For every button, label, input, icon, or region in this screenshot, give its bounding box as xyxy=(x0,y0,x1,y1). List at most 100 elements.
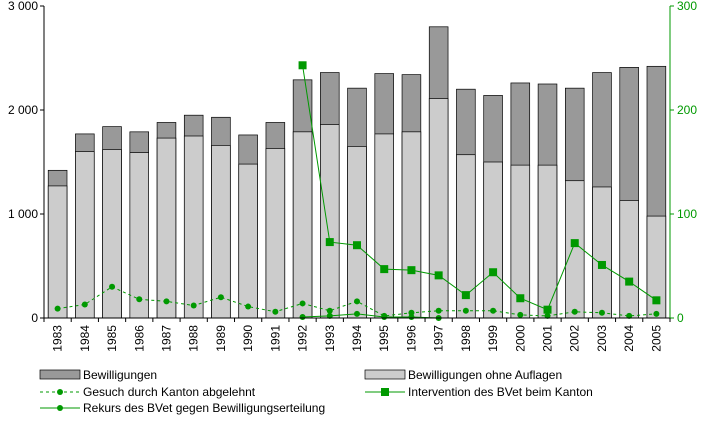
legend-item-3: Intervention des BVet beim Kanton xyxy=(365,385,593,399)
x-tick-label-1993: 1993 xyxy=(323,325,337,352)
bar-ohne-auflagen-1989 xyxy=(211,145,231,319)
right-tick-label: 200 xyxy=(677,103,697,117)
left-tick-label: 0 xyxy=(31,311,38,325)
point-circle-0-1993 xyxy=(326,307,333,314)
bar-ohne-auflagen-1987 xyxy=(156,137,177,319)
legend-label: Bewilligungen ohne Auflagen xyxy=(408,368,562,382)
x-tick-label-1986: 1986 xyxy=(132,325,146,352)
point-square-2001 xyxy=(543,305,552,314)
right-tick-label: 0 xyxy=(677,311,684,325)
legend-marker xyxy=(381,388,389,396)
point-circle-0-1985 xyxy=(109,283,116,290)
point-circle-0-1983 xyxy=(54,305,61,312)
point-square-2000 xyxy=(516,294,525,303)
series-line-0 xyxy=(57,286,657,317)
bar-ohne-auflagen-1993 xyxy=(320,124,340,319)
legend-item-0: Bewilligungen xyxy=(39,368,157,382)
point-square-2004 xyxy=(625,277,634,286)
bar-ohne-auflagen-1986 xyxy=(129,152,149,319)
point-circle-0-1987 xyxy=(163,298,170,305)
series-lines xyxy=(54,61,661,321)
bar-ohne-auflagen-1984 xyxy=(75,151,95,319)
point-circle-0-1989 xyxy=(217,294,224,301)
x-tick-label-1994: 1994 xyxy=(350,325,364,352)
legend-swatch xyxy=(364,369,406,380)
point-square-1999 xyxy=(489,268,498,277)
point-square-1995 xyxy=(380,265,389,274)
point-circle-0-1998 xyxy=(462,307,469,314)
point-circle-0-2005 xyxy=(653,310,660,317)
x-tick-label-2005: 2005 xyxy=(649,325,663,352)
series-line-2 xyxy=(302,313,439,319)
bar-ohne-auflagen-1983 xyxy=(47,185,68,319)
x-tick-label-1992: 1992 xyxy=(296,325,310,352)
x-tick-label-2003: 2003 xyxy=(595,325,609,352)
point-circle-2-1995 xyxy=(381,313,388,320)
point-circle-2-1994 xyxy=(354,310,360,317)
bar-ohne-auflagen-2003 xyxy=(592,186,612,319)
point-circle-0-2001 xyxy=(544,312,551,319)
point-circle-0-1986 xyxy=(136,296,143,303)
x-tick-label-1985: 1985 xyxy=(105,325,119,352)
x-tick-label-2004: 2004 xyxy=(622,325,636,352)
bar-ohne-auflagen-1992 xyxy=(292,131,313,319)
legend-marker xyxy=(57,389,63,395)
point-square-1996 xyxy=(407,266,416,275)
x-tick-label-2001: 2001 xyxy=(541,325,555,352)
legend-item-4: Rekurs des BVet gegen Bewilligungserteil… xyxy=(40,401,325,415)
bar-ohne-auflagen-1999 xyxy=(483,161,503,319)
x-tick-label-2002: 2002 xyxy=(568,325,582,352)
left-tick-label: 2 000 xyxy=(8,103,38,117)
point-square-1994 xyxy=(353,241,361,250)
point-square-2003 xyxy=(597,260,606,269)
point-circle-0-1994 xyxy=(354,298,360,305)
bar-ohne-auflagen-2004 xyxy=(619,200,639,319)
point-square-1997 xyxy=(434,271,443,280)
legend-swatch xyxy=(39,369,81,380)
x-tick-label-1998: 1998 xyxy=(459,325,473,352)
legend-item-2: Gesuch durch Kanton abgelehnt xyxy=(40,385,256,399)
bar-ohne-auflagen-1988 xyxy=(183,135,204,319)
legend-label: Intervention des BVet beim Kanton xyxy=(408,385,593,399)
bar-ohne-auflagen-1990 xyxy=(238,163,258,319)
bar-ohne-auflagen-1985 xyxy=(102,149,122,319)
point-circle-0-1997 xyxy=(435,307,442,314)
left-tick-label: 1 000 xyxy=(8,207,38,221)
bar-ohne-auflagen-1994 xyxy=(347,146,367,319)
point-circle-0-1984 xyxy=(81,301,88,308)
point-circle-0-1999 xyxy=(490,307,497,314)
point-circle-0-2004 xyxy=(626,312,633,319)
right-tick-label: 100 xyxy=(677,207,697,221)
legend-item-1: Bewilligungen ohne Auflagen xyxy=(364,368,562,382)
point-square-2002 xyxy=(570,239,579,248)
x-tick-label-1987: 1987 xyxy=(159,325,173,352)
legend: Bewilligungen Bewilligungen ohne Auflagen… xyxy=(39,368,593,415)
x-tick-label-1991: 1991 xyxy=(268,325,282,352)
x-tick-label-1990: 1990 xyxy=(241,325,255,352)
x-tick-label-1995: 1995 xyxy=(377,325,391,352)
point-circle-2-1993 xyxy=(326,312,333,319)
point-square-1992 xyxy=(298,61,307,70)
axes: 0 1 000 2 000 3 000 0 100 200 300 1983 1984 1985 19… xyxy=(8,0,697,352)
x-tick-label-1984: 1984 xyxy=(78,325,92,352)
point-circle-0-1991 xyxy=(272,308,279,315)
x-tick-label-1997: 1997 xyxy=(432,325,446,352)
point-circle-0-1990 xyxy=(245,303,252,310)
x-tick-label-1996: 1996 xyxy=(404,325,418,352)
point-circle-0-2000 xyxy=(517,311,524,318)
x-tick-label-1999: 1999 xyxy=(486,325,500,352)
point-circle-0-1992 xyxy=(299,300,306,307)
point-circle-0-2002 xyxy=(571,308,578,315)
legend-label: Gesuch durch Kanton abgelehnt xyxy=(83,385,256,399)
right-tick-label: 300 xyxy=(677,0,697,13)
point-circle-0-1988 xyxy=(190,302,197,309)
left-tick-label: 3 000 xyxy=(8,0,38,13)
point-square-1993 xyxy=(325,238,334,247)
series-line-1 xyxy=(302,65,657,311)
bar-ohne-auflagen-1991 xyxy=(265,148,286,319)
point-circle-2-1996 xyxy=(408,313,415,320)
bar-ohne-auflagen-2001 xyxy=(537,164,558,319)
bar-ohne-auflagen-1996 xyxy=(401,131,422,319)
point-circle-2-1992 xyxy=(299,313,306,320)
legend-marker xyxy=(57,405,63,411)
